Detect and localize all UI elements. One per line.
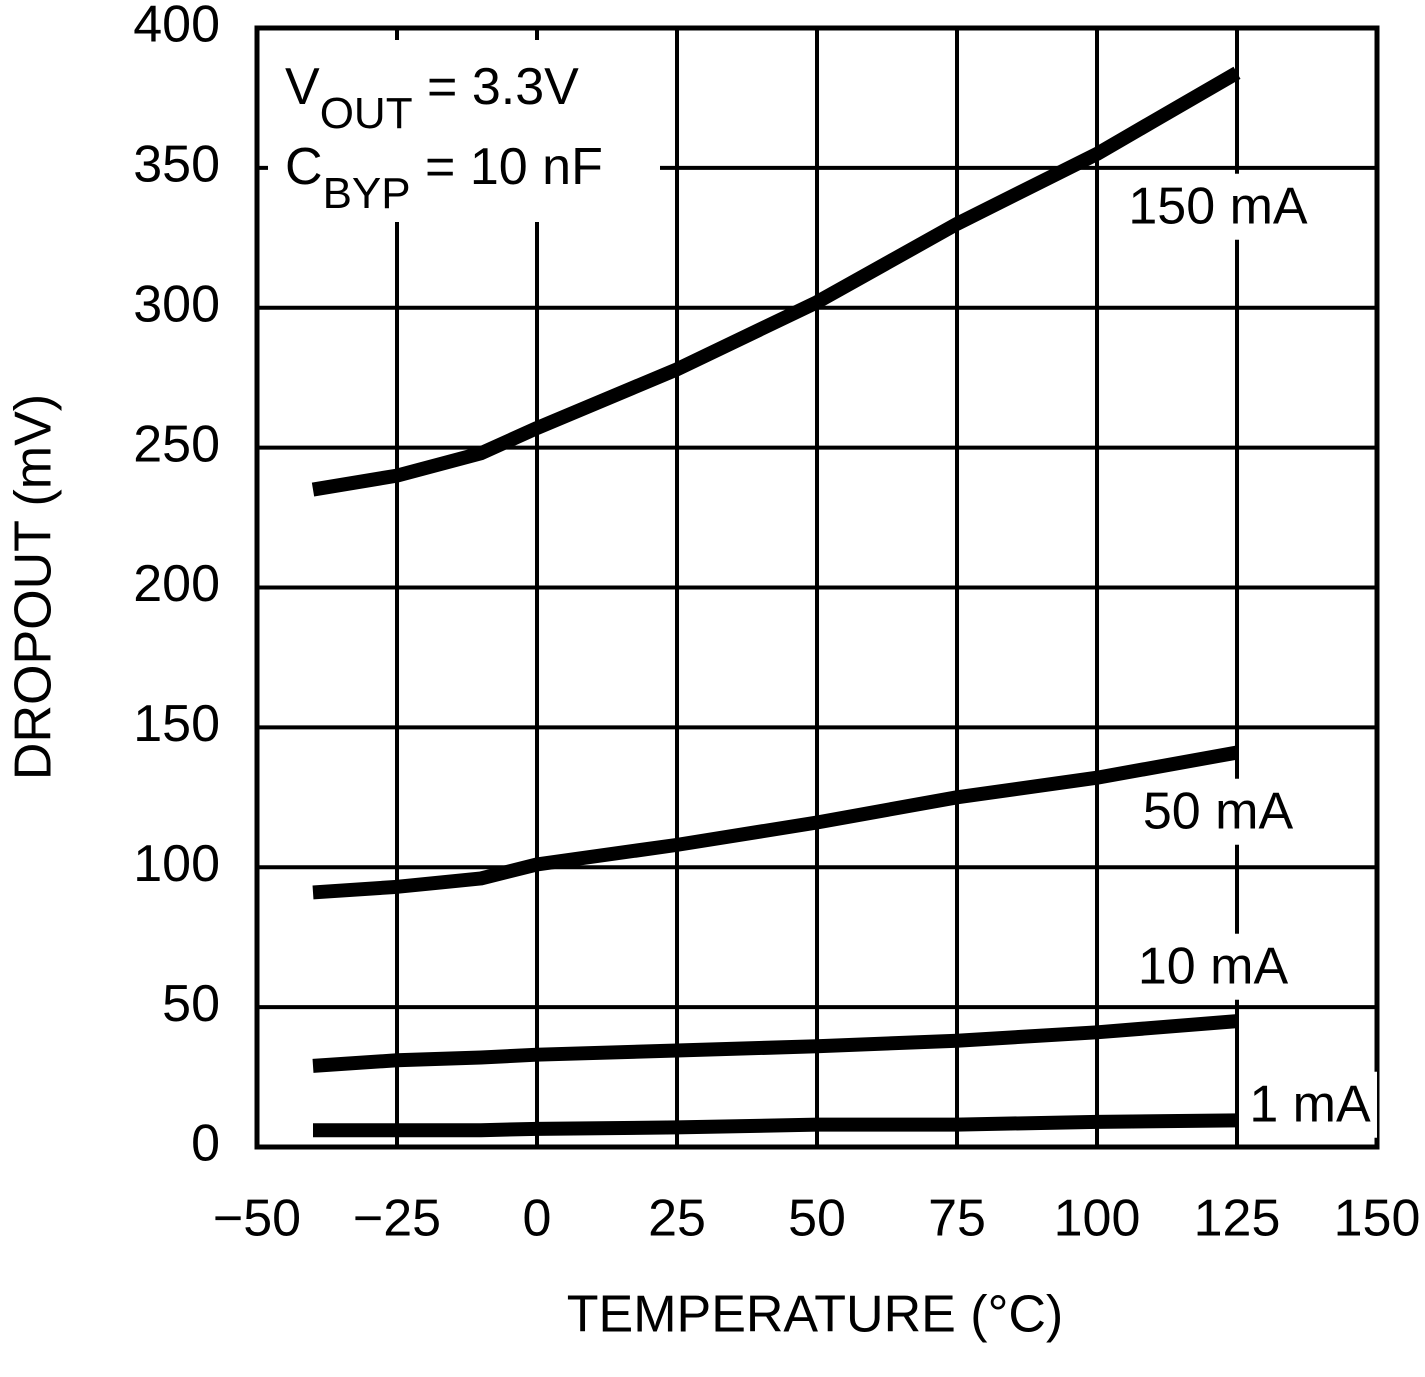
x-axis-label: TEMPERATURE (°C) bbox=[567, 1286, 1064, 1344]
x-tick-label: 75 bbox=[928, 1190, 986, 1248]
x-tick-label: −25 bbox=[353, 1190, 441, 1248]
annotation-background bbox=[268, 40, 660, 222]
y-tick-label: 350 bbox=[133, 136, 220, 194]
series-label: 1 mA bbox=[1249, 1076, 1371, 1134]
series-label: 50 mA bbox=[1143, 783, 1294, 841]
series-label-background bbox=[1136, 778, 1300, 845]
series-line bbox=[312, 745, 1239, 900]
y-tick-label: 200 bbox=[133, 555, 220, 613]
x-tick-label: 150 bbox=[1334, 1190, 1421, 1248]
y-tick-label: 50 bbox=[162, 975, 220, 1033]
series-label-background bbox=[1131, 933, 1295, 1000]
y-axis-label: DROPOUT (mV) bbox=[5, 394, 63, 780]
annotation: CBYP = 10 nF bbox=[285, 138, 603, 218]
series-line bbox=[313, 1113, 1238, 1138]
plot-frame bbox=[254, 25, 1380, 1150]
series-line bbox=[312, 1014, 1238, 1073]
x-tick-label: 125 bbox=[1194, 1190, 1281, 1248]
annotation-rest: = 10 nF bbox=[411, 138, 603, 196]
annotation-subscript: OUT bbox=[320, 89, 413, 138]
x-tick-label: −50 bbox=[213, 1190, 301, 1248]
x-tick-label: 25 bbox=[648, 1190, 706, 1248]
series-line bbox=[311, 66, 1241, 497]
x-tick-label: 100 bbox=[1054, 1190, 1141, 1248]
x-tick-label: 50 bbox=[788, 1190, 846, 1248]
annotation-main: C bbox=[285, 138, 323, 196]
series-label: 10 mA bbox=[1138, 938, 1289, 996]
y-tick-label: 250 bbox=[133, 415, 220, 473]
y-tick-label: 300 bbox=[133, 275, 220, 333]
series-label: 150 mA bbox=[1128, 178, 1308, 236]
series-label-background bbox=[1122, 173, 1314, 240]
annotation-main: V bbox=[285, 58, 320, 116]
annotation-rest: = 3.3V bbox=[413, 58, 580, 116]
annotation-subscript: BYP bbox=[323, 169, 411, 218]
y-tick-label: 0 bbox=[191, 1115, 220, 1173]
y-tick-label: 150 bbox=[133, 695, 220, 753]
series-label-background bbox=[1243, 1071, 1377, 1138]
annotation: VOUT = 3.3V bbox=[285, 58, 579, 138]
x-tick-label: 0 bbox=[523, 1190, 552, 1248]
y-tick-label: 100 bbox=[133, 835, 220, 893]
y-tick-label: 400 bbox=[133, 0, 220, 54]
